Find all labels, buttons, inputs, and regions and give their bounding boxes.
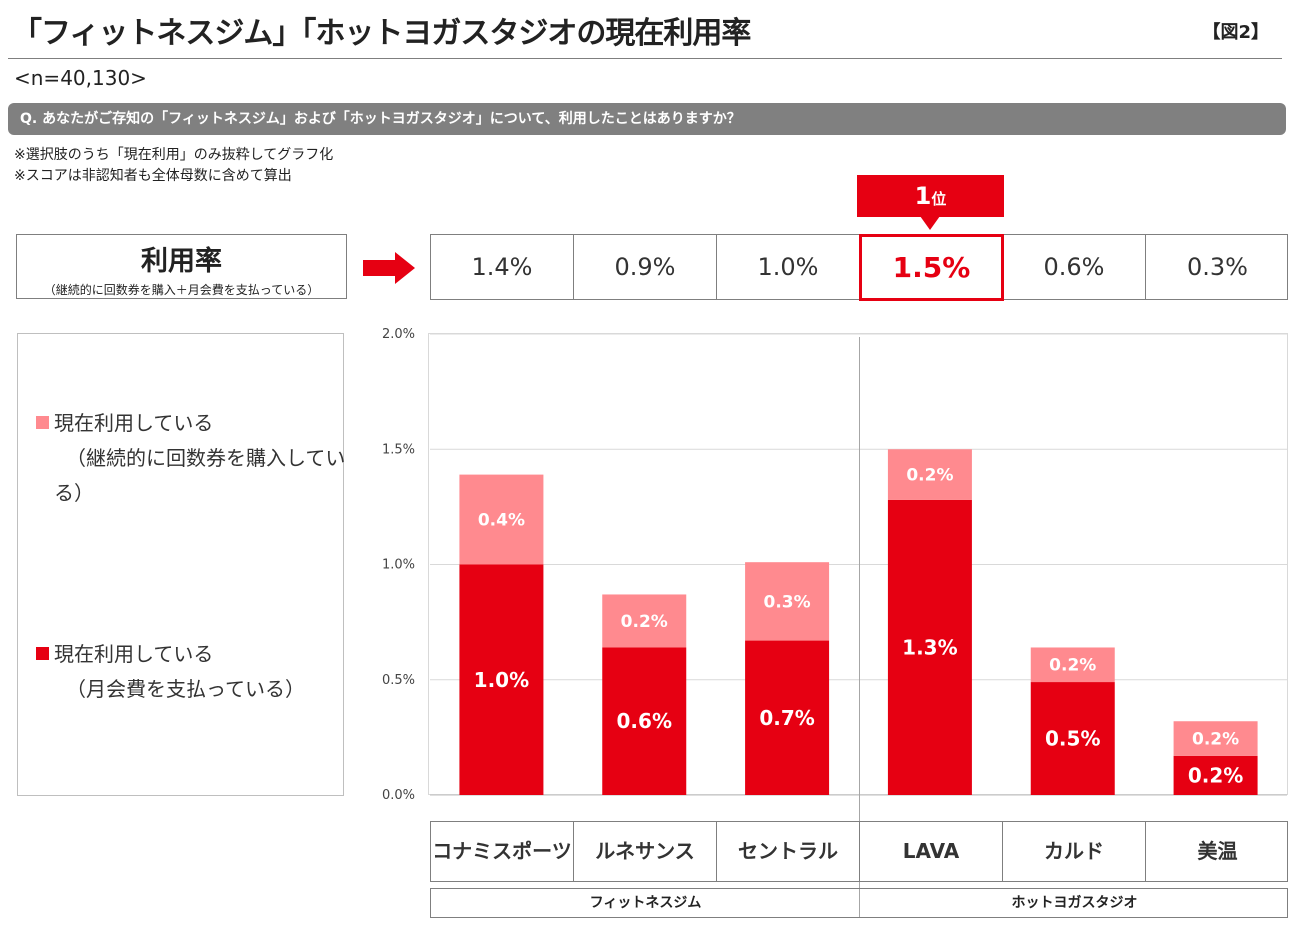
data-label: 0.2%: [906, 466, 953, 486]
rate-cell-highlight: 1.5%: [859, 234, 1004, 301]
data-label: 0.2%: [1049, 656, 1096, 676]
data-label: 0.5%: [1045, 727, 1100, 751]
rank-badge: 1位: [857, 175, 1004, 217]
note-2: ※スコアは非認知者も全体母数に含めて算出: [14, 168, 292, 184]
legend-label: 現在利用している: [54, 642, 214, 666]
data-label: 0.3%: [764, 592, 811, 612]
bar-segment: [887, 499, 972, 795]
rate-label-box: 利用率 （継続的に回数券を購入＋月会費を支払っている）: [16, 234, 347, 299]
bar-segment: [1030, 647, 1115, 683]
category-label: ルネサンス: [574, 822, 717, 881]
category-label: セントラル: [717, 822, 860, 881]
rate-cell: 0.6%: [1003, 235, 1146, 299]
right-arrow-icon: [363, 252, 415, 284]
y-tick-label: 1.0%: [382, 558, 415, 573]
legend: 現在利用している （継続的に回数券を購入してい る） 現在利用している （月会費…: [17, 333, 346, 796]
rate-title: 利用率: [141, 246, 222, 277]
legend-label: （継続的に回数券を購入してい: [66, 446, 346, 470]
rate-table: 1.4% 0.9% 1.0% 1.5% 0.6% 0.3%: [430, 234, 1288, 301]
question-bar: Q. あなたがご存知の「フィットネスジム」および「ホットヨガスタジオ」について、…: [8, 103, 1286, 135]
note-1: ※選択肢のうち「現在利用」のみ抜粋してグラフ化: [14, 147, 334, 163]
bar-segment: [745, 640, 830, 795]
sample-size: <n=40,130>: [14, 66, 147, 90]
category-label: LAVA: [860, 822, 1003, 881]
bar-segment: [602, 594, 687, 648]
y-tick-label: 0.0%: [382, 788, 415, 803]
y-tick-label: 0.5%: [382, 673, 415, 688]
bar-segment: [602, 647, 687, 795]
bar-segment: [459, 564, 544, 795]
group-label: フィットネスジム: [589, 895, 702, 911]
legend-label: る）: [54, 481, 94, 505]
legend-swatch: [36, 647, 49, 660]
rate-cell: 0.3%: [1187, 253, 1248, 281]
rank-number: 1: [914, 182, 932, 210]
data-label: 1.0%: [474, 668, 529, 692]
bar-segment: [1173, 721, 1258, 756]
data-label: 0.4%: [478, 511, 525, 531]
legend-swatch: [36, 416, 49, 429]
rate-subtitle: （継続的に回数券を購入＋月会費を支払っている）: [43, 283, 320, 297]
bar-segment: [745, 562, 830, 641]
page-title: 「フィットネスジム」「ホットヨガスタジオの現在利用率: [12, 16, 751, 51]
stacked-bar-chart: 0.0% 0.5% 1.0% 1.5% 2.0% 1.0% 0.4% 0.6% 0.2% 0.7%…: [382, 327, 1287, 803]
rank-suffix: 位: [931, 190, 947, 208]
bar-segment: [1173, 755, 1258, 795]
data-label: 1.3%: [902, 635, 957, 659]
category-label: カルド: [1003, 822, 1146, 881]
category-label: 美温: [1197, 839, 1238, 863]
legend-label: （月会費を支払っている）: [66, 677, 305, 701]
group-label: ホットヨガスタジオ: [1011, 895, 1138, 911]
bar-segment: [459, 474, 544, 565]
data-label: 0.2%: [1188, 763, 1243, 787]
y-tick-label: 2.0%: [382, 327, 415, 342]
legend-label: 現在利用している: [54, 411, 214, 435]
rate-cell: 1.0%: [717, 235, 860, 299]
title-divider: [8, 58, 1282, 59]
data-label: 0.6%: [617, 709, 672, 733]
rate-cell: 1.4%: [431, 235, 574, 299]
y-tick-label: 1.5%: [382, 442, 415, 457]
category-table: コナミスポーツ ルネサンス セントラル LAVA カルド 美温: [430, 821, 1288, 882]
bar-segment: [887, 449, 972, 500]
data-label: 0.2%: [1192, 729, 1239, 749]
data-label: 0.2%: [621, 612, 668, 632]
group-table: フィットネスジム ホットヨガスタジオ: [430, 888, 1288, 918]
data-label: 0.7%: [759, 706, 814, 730]
rank-badge-pointer: [920, 216, 940, 230]
rate-cell: 0.9%: [574, 235, 717, 299]
bar-segment: [1030, 682, 1115, 795]
category-label: コナミスポーツ: [431, 822, 574, 881]
group-divider: [859, 337, 860, 917]
figure-label: 【図2】: [1202, 22, 1269, 43]
